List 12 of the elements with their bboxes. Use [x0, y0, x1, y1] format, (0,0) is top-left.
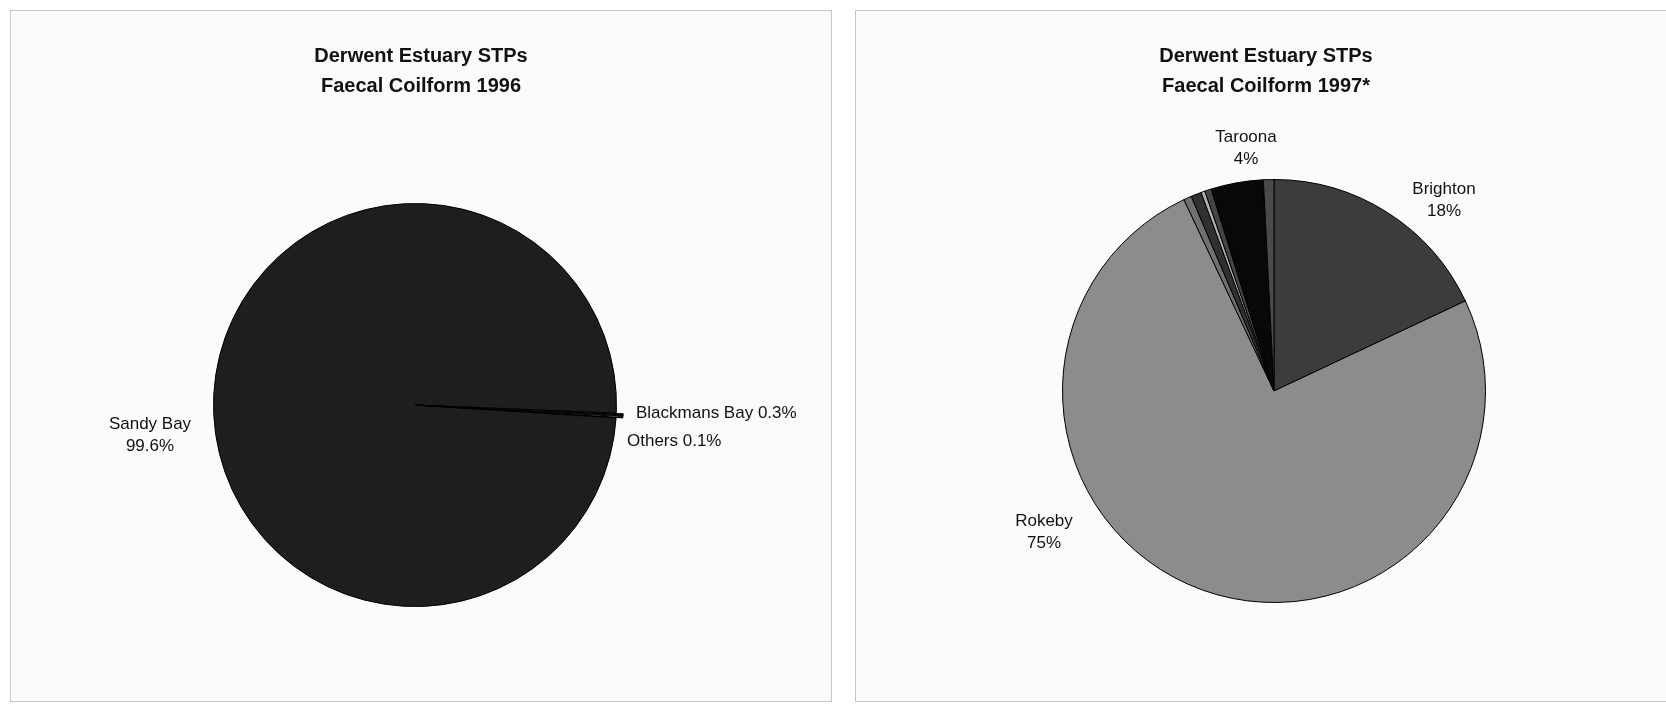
- data-label: 4%: [1233, 148, 1259, 168]
- chart-title: Derwent Estuary STPs Faecal Coilform 1997*: [1159, 43, 1373, 96]
- chart-title: Derwent Estuary STPs Faecal Coilform 1996: [314, 43, 528, 96]
- slice-label: Others 0.1%: [627, 430, 722, 450]
- slice-label: Rokeby: [1015, 510, 1074, 530]
- data-label: 18%: [1426, 200, 1462, 220]
- slice-label: Brighton: [1412, 178, 1476, 198]
- slice-label: Sandy Bay: [108, 413, 192, 433]
- data-label: 75%: [1026, 532, 1062, 552]
- slice-label: Blackmans Bay 0.3%: [636, 402, 797, 422]
- data-label: 99.6%: [125, 435, 175, 455]
- slice-label: Taroona: [1215, 126, 1278, 146]
